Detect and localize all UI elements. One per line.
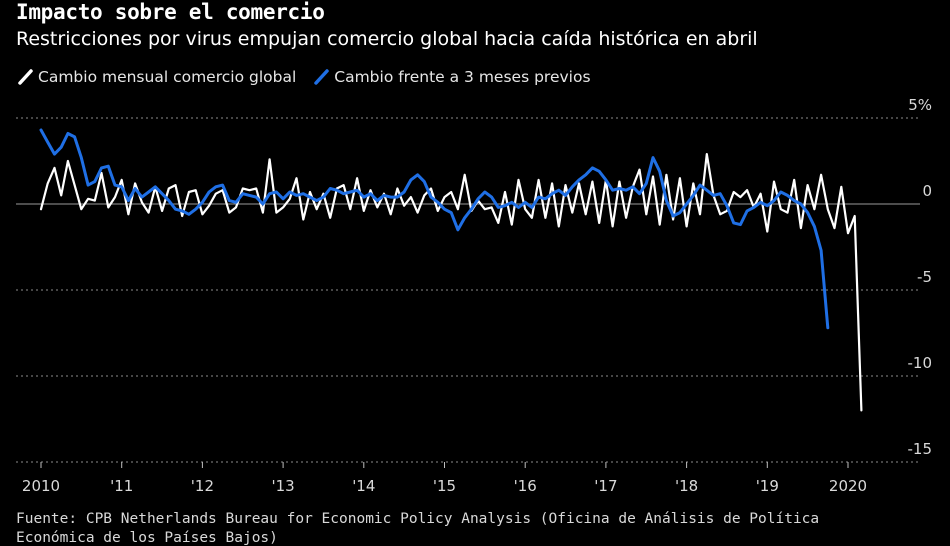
line-chart: 5% 0 -5 -10 -15 2010 '11 '12 '13 '14 '15 '16 '17 '18… bbox=[16, 96, 933, 495]
x-tick-label: '13 bbox=[271, 477, 294, 495]
series-line-three-month bbox=[39, 128, 830, 330]
legend-swatch-monthly-icon bbox=[16, 68, 34, 86]
legend: Cambio mensual comercio global Cambio fr… bbox=[16, 68, 607, 86]
x-axis-ticks: 2010 '11 '12 '13 '14 '15 '16 '17 '18 '19 2020 bbox=[22, 462, 867, 495]
y-tick-label: 5% bbox=[908, 96, 932, 114]
y-tick-label: -5 bbox=[917, 268, 932, 286]
legend-swatch-three-month-icon bbox=[312, 68, 330, 86]
x-tick-label: '12 bbox=[191, 477, 214, 495]
legend-item-three-month: Cambio frente a 3 meses previos bbox=[312, 68, 591, 86]
x-tick-label: 2020 bbox=[829, 477, 867, 495]
grid-lines bbox=[16, 117, 920, 463]
x-tick-label: 2010 bbox=[22, 477, 60, 495]
chart-subtitle: Restricciones por virus empujan comercio… bbox=[16, 28, 758, 50]
y-tick-label: -10 bbox=[908, 354, 933, 372]
x-tick-label: '14 bbox=[352, 477, 375, 495]
x-tick-label: '15 bbox=[433, 477, 456, 495]
x-tick-label: '16 bbox=[514, 477, 537, 495]
legend-label-monthly: Cambio mensual comercio global bbox=[38, 68, 297, 86]
chart-title: Impacto sobre el comercio bbox=[16, 0, 325, 24]
y-axis-tick-labels: 5% 0 -5 -10 -15 bbox=[908, 96, 933, 458]
x-tick-label: '18 bbox=[675, 477, 698, 495]
source-line-2: Económica de los Países Bajos) bbox=[16, 530, 278, 546]
y-tick-label: 0 bbox=[922, 182, 932, 200]
series-lines bbox=[39, 128, 863, 412]
legend-label-three-month: Cambio frente a 3 meses previos bbox=[334, 68, 591, 86]
source-note: Fuente: CPB Netherlands Bureau for Econo… bbox=[16, 511, 820, 546]
source-line-1: Fuente: CPB Netherlands Bureau for Econo… bbox=[16, 511, 820, 527]
series-line-monthly bbox=[39, 153, 863, 412]
y-tick-label: -15 bbox=[908, 440, 933, 458]
x-tick-label: '11 bbox=[110, 477, 133, 495]
x-tick-label: '17 bbox=[594, 477, 617, 495]
x-tick-label: '19 bbox=[756, 477, 779, 495]
legend-item-monthly: Cambio mensual comercio global bbox=[16, 68, 296, 86]
